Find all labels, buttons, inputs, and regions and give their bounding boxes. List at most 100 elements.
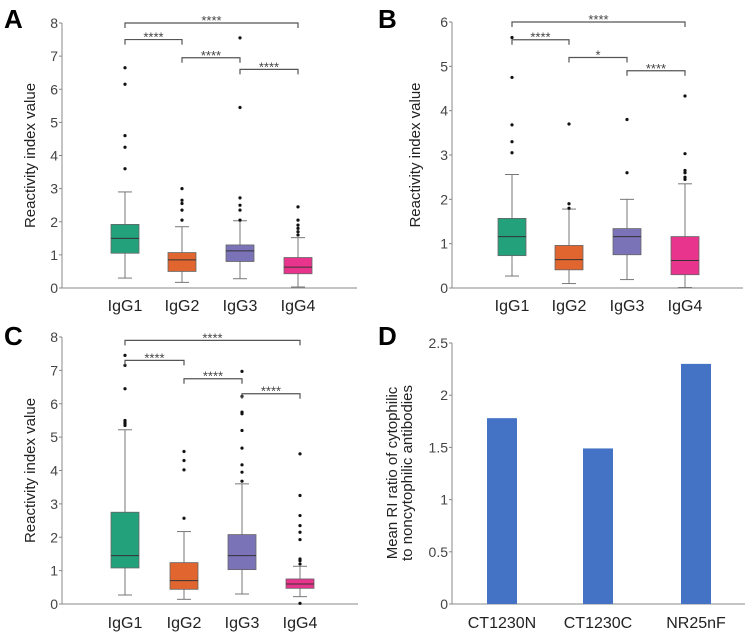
box-igg2 [169,449,199,600]
outlier-point [240,446,244,450]
outlier-point [298,493,302,498]
y-tick-label: 1 [50,563,58,579]
outlier-point [683,94,687,98]
x-tick-label: IgG4 [668,298,703,315]
significance-label: * [595,47,600,62]
significance-bracket [511,39,570,45]
outlier-point [180,198,184,202]
significance-label: **** [143,30,163,45]
panel-a: A 0 1 2 3 4 5 6 7 8 IgG1 IgG2 IgG3 IgG4 Reactivity ind… [4,4,357,315]
outlier-point [123,134,127,138]
outlier-point [123,66,127,70]
iqr-box [110,511,140,569]
box-igg1 [110,66,140,279]
outlier-point [238,196,242,200]
outlier-point [625,117,629,122]
y-tick-label: 0 [50,280,58,296]
y-axis-label: Reactivity index value [22,83,39,228]
outlier-point [683,177,687,181]
outlier-point [683,152,687,156]
panel-c: C 0 1 2 3 4 5 6 7 8 IgG1 IgG2 IgG3 IgG4 Reactivity ind… [4,321,358,632]
iqr-box [283,257,313,275]
significance-label: **** [144,350,164,365]
iqr-box [167,252,197,272]
x-tick-label: IgG2 [165,298,200,315]
panel-letter: C [4,321,23,351]
outlier-point [240,479,244,483]
significance-bracket [241,393,301,399]
box-igg2 [167,187,197,283]
significance-bracket [511,21,686,27]
x-tick-label: NR25nF [666,615,726,632]
x-tick-label: IgG4 [283,615,318,632]
box-igg4 [670,94,700,289]
x-tick-label: IgG1 [495,298,530,315]
y-tick-label: 1 [440,492,448,508]
y-tick-label: 0 [440,596,448,612]
y-tick-label: 2.5 [429,335,449,351]
y-tick-label: 3 [50,181,58,197]
outlier-point [296,226,300,230]
box-igg2 [554,122,584,285]
significance-bracket [124,339,301,346]
outlier-point [567,202,571,206]
outlier-point [510,35,514,40]
box-igg4 [283,205,313,288]
outlier-point [240,470,244,474]
outlier-point [567,122,571,126]
x-tick-label: CT1230N [468,615,536,632]
significance-bracket [181,57,241,63]
significance-label: **** [261,384,281,399]
significance-label: **** [202,330,222,345]
panel-b: B 0 1 2 3 4 5 6 IgG1 IgG2 IgG3 IgG4 Reactivity index… [378,4,743,315]
outlier-point [683,168,687,173]
y-tick-label: 0 [440,280,448,296]
x-tick-label: IgG1 [108,298,143,315]
x-tick-label: IgG3 [223,298,258,315]
outlier-point [298,562,302,566]
outlier-point [510,140,514,144]
outlier-point [567,206,571,210]
outlier-point [510,75,514,80]
bar-ct1230c [583,448,613,604]
outlier-point [182,468,186,472]
outlier-point [180,187,184,191]
outlier-point [240,463,244,467]
outlier-point [182,449,186,454]
y-axis-label-line: to noncytophilic antibodies [399,385,416,561]
y-tick-label: 5 [50,114,58,130]
outlier-point [123,353,127,357]
y-tick-label: 4 [440,103,448,119]
outlier-point [298,523,302,528]
y-tick-label: 2 [440,387,448,403]
y-tick-label: 1 [50,247,58,263]
y-tick-label: 2 [50,214,58,230]
y-tick-label: 8 [50,329,58,345]
x-tick-label: IgG3 [610,298,645,315]
outlier-point [123,145,127,149]
iqr-box [169,562,199,590]
outlier-point [180,218,184,222]
panel-letter: B [378,4,397,34]
outlier-point [238,208,242,212]
outlier-point [296,218,300,222]
y-tick-label: 2 [50,529,58,545]
iqr-box [225,244,255,262]
significance-label: **** [646,61,666,76]
y-axis-label: Reactivity index value [22,398,39,543]
iqr-box [612,228,642,256]
iqr-box [554,245,584,271]
y-tick-label: 4 [50,463,58,479]
y-tick-label: 3 [50,496,58,512]
x-tick-label: IgG4 [281,298,316,315]
outlier-point [238,218,242,222]
outlier-point [238,36,242,40]
outlier-point [298,530,302,534]
y-tick-label: 6 [50,81,58,97]
y-tick-label: 7 [50,48,58,64]
x-tick-label: IgG2 [552,298,587,315]
y-tick-label: 5 [50,429,58,445]
box-igg1 [497,35,527,277]
significance-label: **** [588,12,608,27]
outlier-point [240,428,244,433]
